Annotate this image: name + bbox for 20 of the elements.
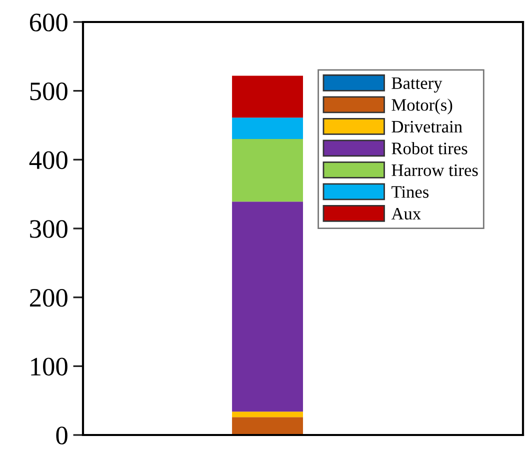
y-tick-label: 600 bbox=[30, 14, 68, 32]
y-tick-label: 100 bbox=[31, 358, 68, 376]
bar bbox=[232, 139, 303, 202]
legend-label: Harrow tires bbox=[392, 164, 478, 176]
y-tick-label: 0 bbox=[56, 426, 68, 444]
bar bbox=[232, 412, 303, 418]
bar bbox=[232, 76, 303, 118]
bar bbox=[232, 202, 303, 412]
legend-label: Tines bbox=[392, 186, 429, 198]
y-tick-label: 200 bbox=[30, 288, 68, 307]
y-tick-label: 300 bbox=[30, 220, 68, 238]
y-tick-label: 400 bbox=[29, 151, 68, 170]
legend-label: Aux bbox=[391, 208, 421, 220]
y-tick-label: 500 bbox=[30, 82, 68, 100]
legend-label: Motor(s) bbox=[392, 98, 452, 114]
bar bbox=[232, 417, 303, 435]
legend-label: Robot tires bbox=[392, 142, 468, 154]
legend-label: Battery bbox=[392, 77, 442, 93]
bar bbox=[232, 118, 303, 140]
legend-label: Drivetrain bbox=[392, 120, 462, 133]
